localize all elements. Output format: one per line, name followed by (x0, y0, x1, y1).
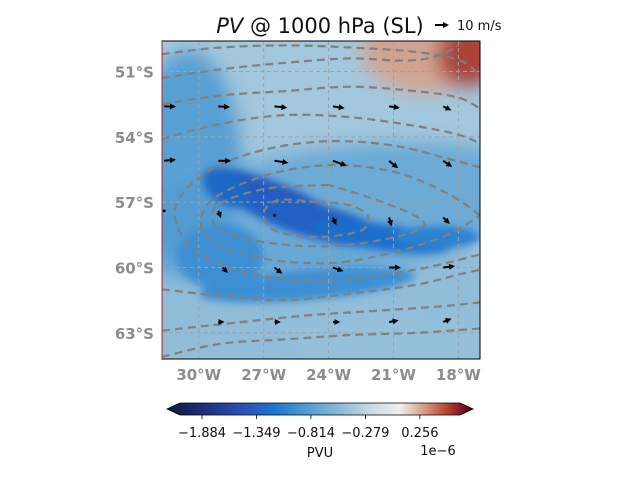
gridlines (162, 41, 480, 359)
wind-vectors (162, 103, 456, 325)
pressure-contour (173, 139, 480, 282)
colorbar-label: PVU (307, 446, 333, 461)
longitude-labels: 30°W 27°W 24°W 21°W 18°W (176, 366, 481, 384)
pressure-contour (162, 113, 480, 145)
wind-vector (331, 217, 337, 226)
wind-vector (442, 159, 453, 167)
latitude-label: 60°S (115, 260, 154, 278)
wind-vector (332, 104, 345, 111)
colorbar-tick-label: −0.279 (341, 426, 389, 441)
pressure-contour (262, 198, 370, 239)
colorbar-body (166, 402, 474, 416)
quiver-key: 10 m/s (435, 19, 502, 34)
wind-vector (164, 157, 176, 164)
wind-vector (388, 318, 399, 325)
map-panel (162, 41, 480, 359)
wind-vector (273, 213, 276, 217)
pressure-contour (162, 44, 459, 80)
colorbar-exponent: 1e−6 (420, 444, 455, 459)
wind-vector (273, 266, 283, 274)
longitude-label: 18°W (436, 366, 481, 384)
wind-vector (332, 266, 344, 273)
longitude-label: 21°W (371, 366, 416, 384)
latitude-label: 54°S (115, 129, 154, 147)
latitude-label: 51°S (115, 63, 154, 81)
pressure-contour (162, 44, 480, 77)
pressure-contour (199, 163, 480, 265)
latitude-label: 63°S (115, 325, 154, 343)
wind-vector (332, 159, 347, 167)
wind-vector (443, 263, 456, 270)
wind-vector (442, 105, 452, 111)
wind-vector (221, 266, 228, 273)
pressure-contour (162, 327, 480, 358)
wind-vector (218, 103, 231, 110)
wind-vector (389, 104, 400, 110)
colorbar-ticks: −1.884 −1.349 −0.814 −0.279 0.256 (178, 415, 438, 441)
wind-vector (162, 209, 166, 213)
pressure-contours (162, 44, 480, 358)
wind-vector (388, 160, 399, 169)
pressure-contour (162, 85, 480, 110)
longitude-label: 24°W (306, 366, 351, 384)
colorbar-tick-label: −1.884 (178, 426, 226, 441)
title-level: @ 1000 hPa (SL) (243, 14, 423, 38)
colorbar-tick-label: 0.256 (401, 426, 438, 441)
latitude-labels: 51°S 54°S 57°S 60°S 63°S (115, 63, 154, 342)
wind-vector (274, 104, 288, 111)
wind-vector (216, 210, 222, 219)
quiver-key-label: 10 m/s (457, 19, 502, 34)
longitude-label: 27°W (241, 366, 286, 384)
chart-title: PV @ 1000 hPa (SL) (216, 14, 424, 38)
colorbar-tick-label: −1.349 (232, 426, 280, 441)
pressure-contour (162, 301, 480, 332)
longitude-label: 30°W (176, 366, 221, 384)
latitude-label: 57°S (115, 194, 154, 212)
title-variable: PV (216, 14, 245, 38)
colorbar-tick-label: −0.814 (287, 426, 335, 441)
wind-vector (442, 216, 450, 224)
pv-field (162, 41, 480, 359)
wind-vector (387, 217, 393, 227)
pressure-contour (162, 268, 480, 302)
colorbar: −1.884 −1.349 −0.814 −0.279 0.256 PVU 1e−6 (166, 402, 474, 461)
wind-vector (274, 159, 289, 165)
wind-vector (442, 318, 452, 324)
